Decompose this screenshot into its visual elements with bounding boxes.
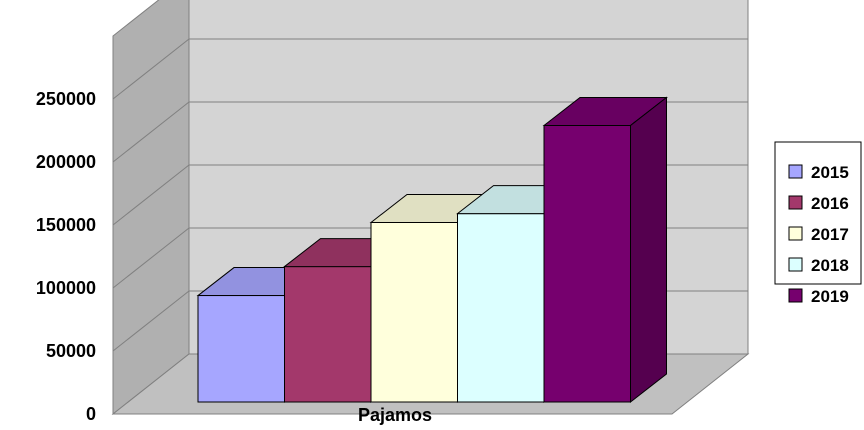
bar-front-2018 bbox=[457, 213, 545, 403]
bar-front-2019 bbox=[543, 124, 631, 403]
y-tick-label: 200000 bbox=[36, 152, 96, 172]
gridline bbox=[112, 164, 190, 226]
legend-label-2019: 2019 bbox=[811, 287, 849, 306]
bar-front-2016 bbox=[284, 266, 372, 403]
gridline bbox=[112, 101, 190, 163]
y-tick-label: 250000 bbox=[36, 89, 96, 109]
x-axis-label: Pajamos bbox=[358, 405, 432, 425]
y-tick-label: 0 bbox=[86, 404, 96, 424]
legend-label-2018: 2018 bbox=[811, 256, 849, 275]
legend-label-2016: 2016 bbox=[811, 194, 849, 213]
legend-swatch-2019 bbox=[788, 288, 803, 303]
legend: 2015 2016 2017 2018 2019 bbox=[774, 141, 862, 306]
legend-label-2015: 2015 bbox=[811, 163, 849, 182]
bar-front-2017 bbox=[370, 221, 458, 403]
gridline bbox=[112, 38, 190, 100]
legend-swatch-2017 bbox=[788, 226, 803, 241]
y-axis-tick-labels: 0 50000 100000 150000 200000 250000 bbox=[36, 89, 96, 424]
bars bbox=[196, 96, 668, 404]
legend-swatch-2016 bbox=[788, 195, 803, 210]
gridline bbox=[112, 227, 190, 289]
legend-swatch-2015 bbox=[788, 164, 803, 179]
gridline bbox=[112, 290, 190, 352]
y-tick-label: 100000 bbox=[36, 278, 96, 298]
side-wall bbox=[112, 0, 190, 416]
legend-label-2017: 2017 bbox=[811, 225, 849, 244]
y-tick-label: 150000 bbox=[36, 215, 96, 235]
bar-front-2015 bbox=[197, 295, 285, 403]
bar-2019 bbox=[542, 96, 668, 404]
bar-side-2019 bbox=[630, 96, 667, 404]
legend-swatch-2018 bbox=[788, 257, 803, 272]
y-tick-label: 50000 bbox=[46, 341, 96, 361]
